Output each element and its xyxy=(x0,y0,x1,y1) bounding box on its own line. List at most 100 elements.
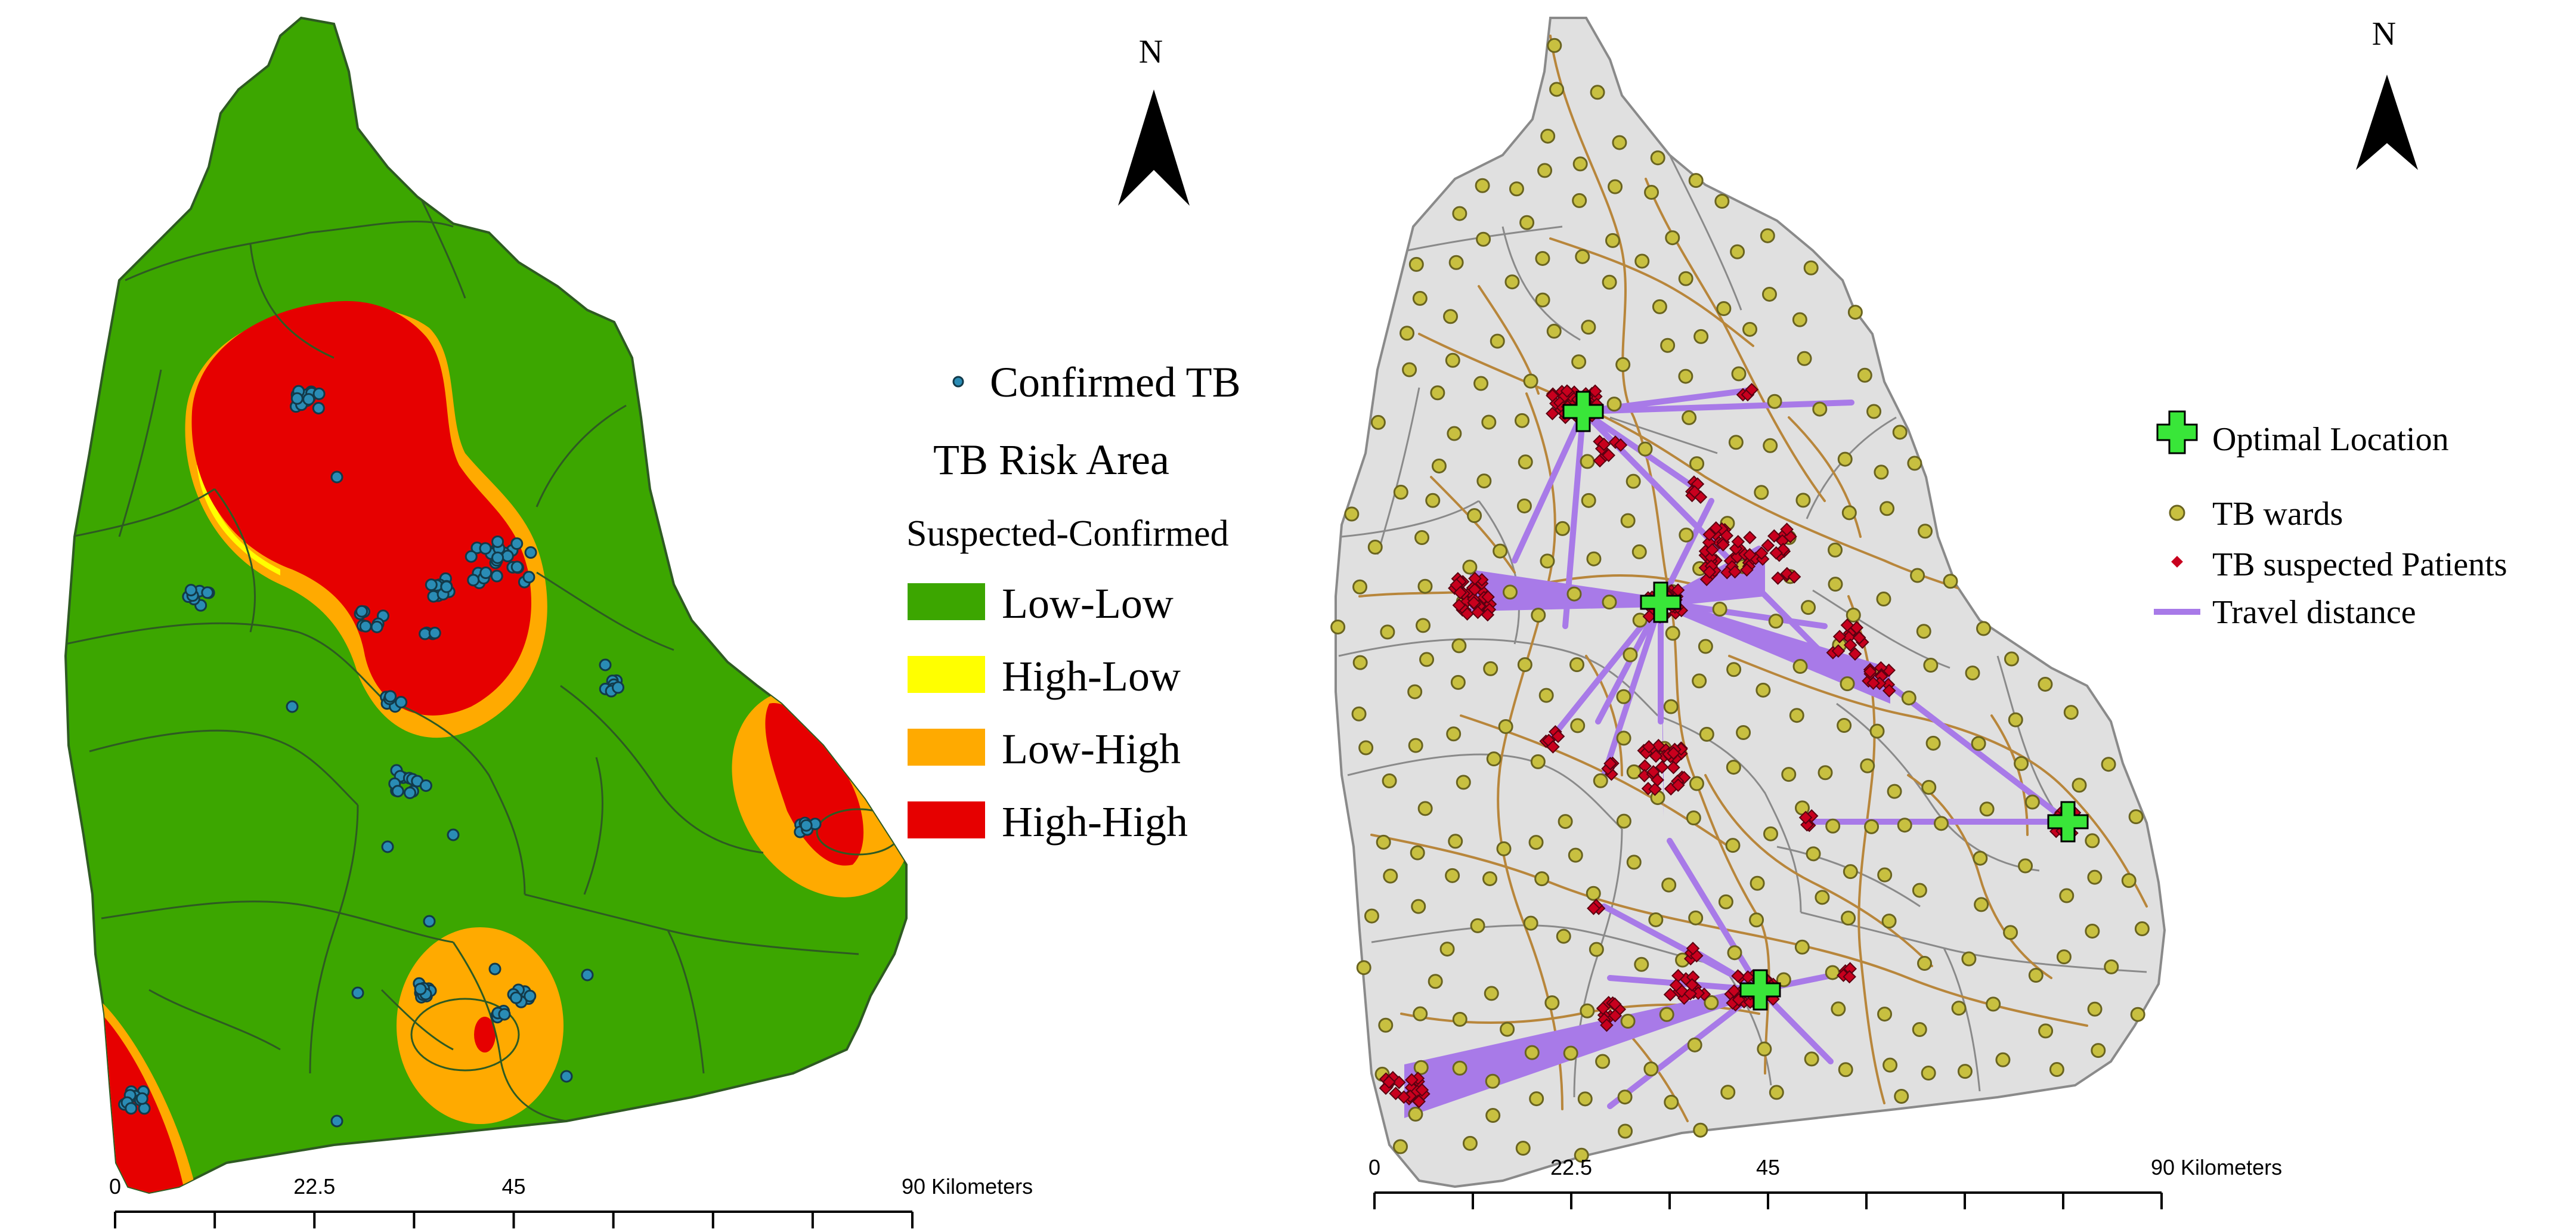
legend-tb-suspected: TB suspected Patients xyxy=(2212,546,2507,583)
tb-ward-point xyxy=(1431,458,1447,473)
tb-ward-point xyxy=(1535,250,1550,266)
tb-suspected-point xyxy=(1460,607,1474,621)
tb-ward-point xyxy=(1806,846,1821,862)
tb-suspected-point xyxy=(1405,1073,1419,1087)
tb-ward-point xyxy=(1538,688,1554,703)
confirmed-tb-point xyxy=(498,1008,511,1021)
tb-ward-point xyxy=(1462,1135,1478,1151)
tb-ward-point xyxy=(1995,1052,2011,1067)
tb-ward-point xyxy=(1643,1061,1659,1077)
tb-ward-point xyxy=(2014,756,2029,771)
tb-ward-point xyxy=(1769,1085,1784,1100)
tb-ward-point xyxy=(1682,410,1697,425)
confirmed-tb-point xyxy=(312,387,326,400)
boundary-line xyxy=(560,685,764,854)
tb-ward-point xyxy=(1364,908,1379,924)
tb-ward-point xyxy=(2130,1007,2145,1022)
tb-ward-point xyxy=(1408,1106,1423,1122)
confirmed-tb-point xyxy=(395,696,408,709)
tb-ward-point xyxy=(2085,923,2100,939)
subdistrict-boundaries-left xyxy=(66,143,859,1122)
confirmed-tb-point xyxy=(290,392,304,405)
tb-ward-point xyxy=(1881,914,1897,929)
tb-ward-point xyxy=(1736,725,1751,740)
tb-ward-point xyxy=(1534,871,1550,887)
tb-ward-point xyxy=(1430,385,1445,401)
tb-ward-point xyxy=(1631,544,1647,559)
tb-suspected-point xyxy=(1453,586,1467,600)
confirmed-tb-point xyxy=(491,551,504,564)
travel-line xyxy=(1667,838,1763,993)
tb-ward-point xyxy=(2085,833,2100,849)
legend-risk-classes: Low-Low High-Low Low-High High-High xyxy=(908,580,1188,846)
travel-fan xyxy=(1661,598,1890,704)
tb-ward-point xyxy=(1837,717,1852,733)
tb-ward-point xyxy=(1419,652,1435,667)
tb-ward-point xyxy=(1616,730,1631,746)
confirmed-tb-point xyxy=(524,546,537,559)
tb-ward-point xyxy=(1877,867,1893,883)
tb-suspected-point xyxy=(1716,538,1730,552)
tb-ward-point xyxy=(1483,661,1498,676)
tb-ward-point xyxy=(1887,784,1902,799)
confirmed-tb-point xyxy=(384,690,397,703)
boundary-line xyxy=(101,900,454,943)
tb-ward-point xyxy=(1524,1045,1540,1060)
boundary-line xyxy=(125,220,454,281)
tb-ward-point xyxy=(1679,527,1694,543)
tb-ward-point xyxy=(1589,942,1604,957)
tb-ward-point xyxy=(1728,435,1744,450)
tb-ward-point xyxy=(1547,38,1562,53)
legend-swatch xyxy=(908,729,985,766)
confirmed-tb-point xyxy=(125,1102,138,1115)
tb-suspected-point xyxy=(1667,746,1680,760)
tb-ward-point xyxy=(1400,326,1415,341)
tb-ward-point xyxy=(1792,312,1807,327)
tb-ward-point xyxy=(1840,676,1855,692)
tb-ward-point xyxy=(1804,1051,1819,1067)
tb-ward-point xyxy=(2087,1001,2103,1017)
north-arrow-icon xyxy=(1118,89,1190,206)
confirmed-tb-point xyxy=(510,561,524,574)
tb-ward-point xyxy=(1382,773,1397,788)
boundary-line xyxy=(89,729,359,806)
tb-ward-point xyxy=(1570,718,1586,733)
tb-ward-point xyxy=(1652,299,1667,314)
tb-ward-point xyxy=(1574,1147,1589,1163)
tb-ward-point xyxy=(1714,193,1730,209)
tb-suspected-point xyxy=(1686,970,1700,984)
tb-ward-point xyxy=(1880,501,1895,516)
tb-suspected-point xyxy=(1741,970,1755,984)
tb-ward-point xyxy=(1912,883,1927,898)
tb-ward-point xyxy=(1644,185,1659,200)
tb-suspected-point xyxy=(1843,970,1856,984)
risk-area-high-high-east xyxy=(765,703,864,866)
tb-suspected-point xyxy=(1481,608,1495,622)
road xyxy=(1370,834,2088,1027)
tb-ward-point xyxy=(2038,676,2053,692)
tb-suspected-point xyxy=(1691,986,1705,1000)
tb-suspected-point xyxy=(1614,438,1628,452)
tb-ward-point xyxy=(1572,156,1588,172)
tb-ward-point xyxy=(1957,1064,1973,1079)
tb-suspected-point xyxy=(1603,757,1617,770)
travel-line xyxy=(1512,408,1586,564)
tb-suspected-point xyxy=(1728,565,1742,579)
tb-ward-point xyxy=(1446,726,1462,742)
tb-ward-point xyxy=(1417,801,1433,816)
hotspot-ring xyxy=(410,998,520,1072)
tb-ward-point xyxy=(1726,662,1742,677)
tb-suspected-point xyxy=(1702,565,1717,579)
boundary-line xyxy=(1376,387,1420,555)
tb-suspected-point xyxy=(1685,978,1699,992)
tb-ward-point xyxy=(1352,655,1368,670)
tb-ward-point xyxy=(1860,758,1875,773)
tb-ward-point xyxy=(1408,738,1423,753)
tb-ward-point xyxy=(1456,775,1471,790)
tb-ward-point xyxy=(1847,305,1863,320)
tb-ward-point xyxy=(1370,414,1386,430)
tb-ward-point xyxy=(2121,873,2137,889)
tb-ward-point xyxy=(1951,1001,1967,1016)
tb-ward-point xyxy=(2104,959,2119,974)
tb-ward-point xyxy=(1605,233,1621,248)
